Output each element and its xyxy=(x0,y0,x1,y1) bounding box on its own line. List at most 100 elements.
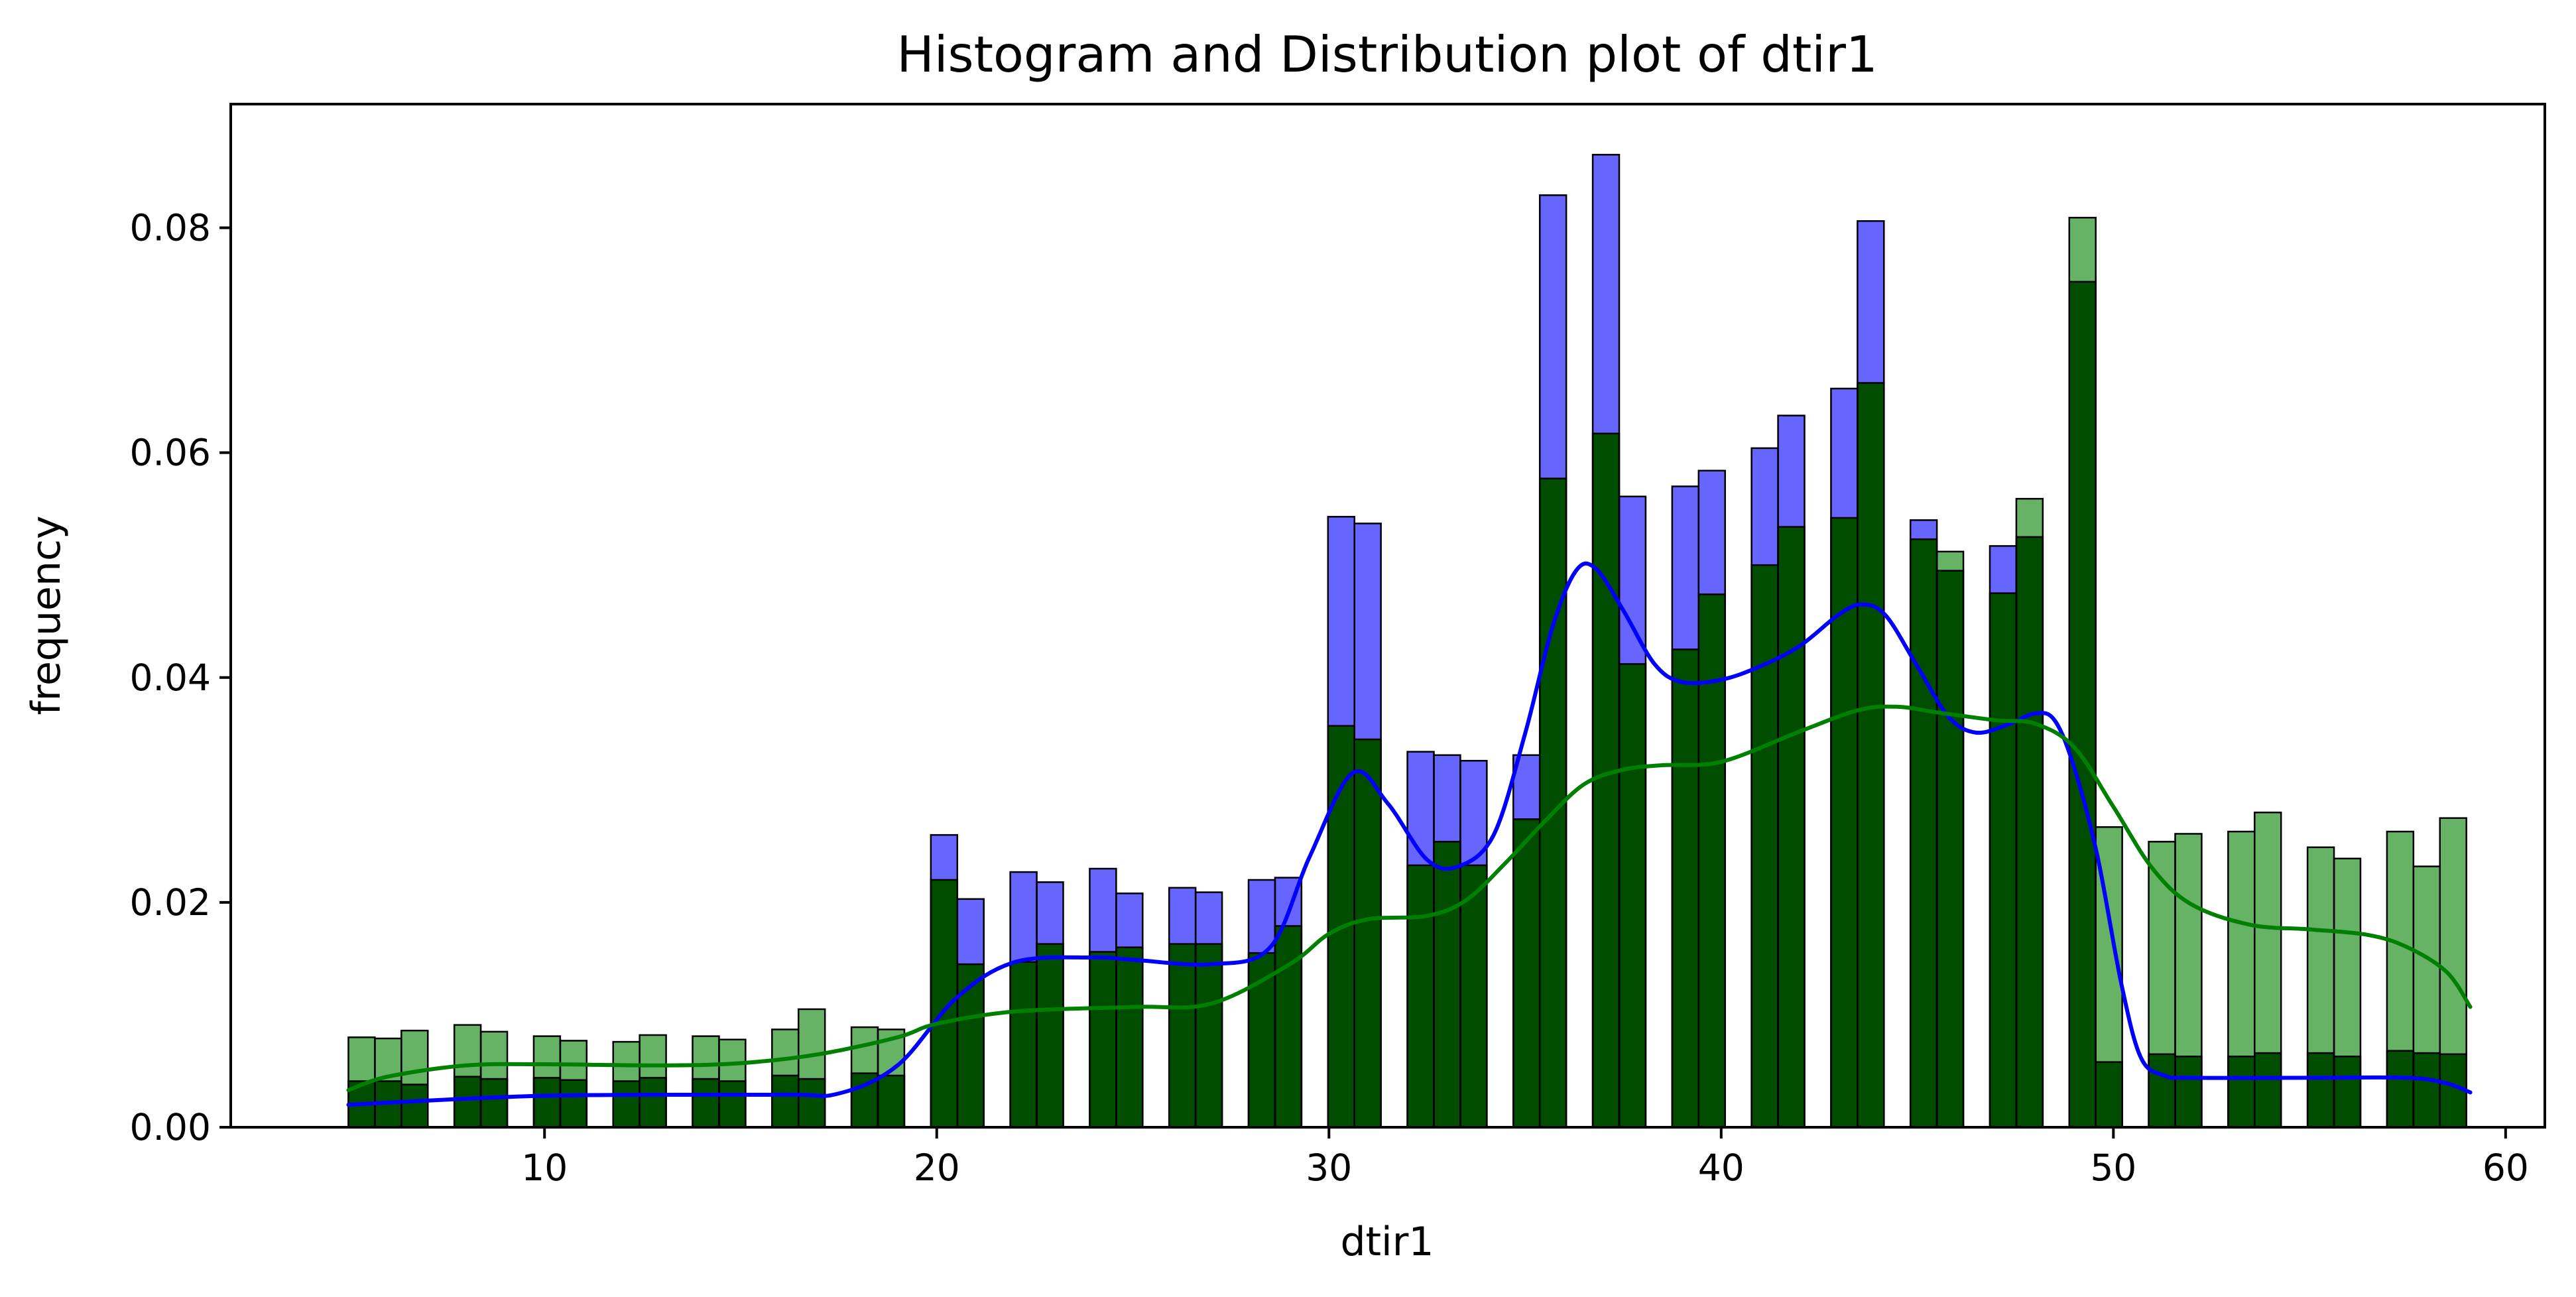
bar-overlap-segment xyxy=(2175,1056,2202,1127)
bar-overlap-segment xyxy=(401,1084,428,1127)
bar-top-segment xyxy=(1249,879,1275,954)
bar-overlap-segment xyxy=(2095,1062,2122,1127)
bar-top-segment xyxy=(1910,520,1937,540)
bar-overlap-segment xyxy=(719,1081,746,1127)
bar-overlap-segment xyxy=(533,1078,560,1127)
y-axis-label: frequency xyxy=(23,516,70,715)
bars-layer xyxy=(347,154,2467,1129)
bar-top-segment xyxy=(1540,195,1567,479)
bar-top-segment xyxy=(772,1029,799,1076)
bar-top-segment xyxy=(851,1027,879,1074)
bar-overlap-segment xyxy=(1989,593,2016,1127)
bar-overlap-segment xyxy=(1751,565,1778,1127)
bar-overlap-segment xyxy=(1460,865,1487,1127)
bar-top-segment xyxy=(1089,869,1117,952)
bar-top-segment xyxy=(639,1034,666,1078)
bar-top-segment xyxy=(2307,847,2335,1054)
bar-top-segment xyxy=(1751,448,1778,566)
bar-top-segment xyxy=(1116,893,1143,948)
y-tick-label: 0.04 xyxy=(130,656,211,699)
bar-top-segment xyxy=(930,835,957,880)
bar-top-segment xyxy=(957,898,984,965)
bar-overlap-segment xyxy=(2016,536,2043,1127)
x-tick-label: 40 xyxy=(1698,1146,1745,1189)
bar-top-segment xyxy=(2175,834,2202,1057)
bar-top-segment xyxy=(1778,415,1805,527)
bar-top-segment xyxy=(798,1009,826,1080)
plot-frame xyxy=(229,103,2546,1129)
bar-top-segment xyxy=(533,1036,560,1078)
bar-overlap-segment xyxy=(957,964,984,1127)
bar-overlap-segment xyxy=(1619,664,1646,1127)
bar-overlap-segment xyxy=(1036,944,1064,1127)
bar-overlap-segment xyxy=(692,1079,719,1127)
bar-overlap-segment xyxy=(2386,1050,2414,1127)
bar-top-segment xyxy=(2439,818,2467,1054)
bar-overlap-segment xyxy=(1513,819,1540,1127)
bar-overlap-segment xyxy=(481,1079,508,1127)
bar-top-segment xyxy=(1619,496,1646,664)
bar-overlap-segment xyxy=(613,1081,640,1127)
bar-top-segment xyxy=(2069,217,2096,282)
bar-top-segment xyxy=(2228,832,2255,1057)
bar-overlap-segment xyxy=(1407,865,1434,1127)
bar-overlap-segment xyxy=(878,1076,904,1127)
bar-top-segment xyxy=(1169,887,1196,944)
bar-overlap-segment xyxy=(930,879,957,1127)
bar-top-segment xyxy=(1672,486,1699,650)
bar-overlap-segment xyxy=(1089,952,1117,1127)
bar-top-segment xyxy=(1831,388,1858,518)
bar-top-segment xyxy=(1354,523,1381,740)
bar-top-segment xyxy=(1327,517,1355,726)
bar-overlap-segment xyxy=(560,1080,587,1127)
bar-top-segment xyxy=(692,1036,719,1080)
bar-top-segment xyxy=(1989,546,2016,593)
bar-top-segment xyxy=(481,1031,508,1080)
bar-overlap-segment xyxy=(798,1079,826,1127)
bar-top-segment xyxy=(1407,751,1434,865)
bar-overlap-segment xyxy=(1010,961,1037,1127)
bar-top-segment xyxy=(1460,761,1487,865)
bar-top-segment xyxy=(613,1042,640,1081)
bar-top-segment xyxy=(2148,841,2176,1054)
bar-overlap-segment xyxy=(639,1078,666,1127)
bar-overlap-segment xyxy=(1937,570,1964,1127)
kde-line-series-1 xyxy=(346,561,2473,1107)
bar-overlap-segment xyxy=(1593,433,1619,1128)
bar-overlap-segment xyxy=(1169,944,1196,1127)
bar-top-segment xyxy=(2254,812,2282,1054)
bar-overlap-segment xyxy=(1698,594,1725,1127)
bar-overlap-segment xyxy=(1116,947,1143,1127)
bar-top-segment xyxy=(560,1040,587,1080)
kde-line-series-2 xyxy=(346,704,2473,1093)
y-tick-label: 0.00 xyxy=(130,1106,211,1148)
bar-overlap-segment xyxy=(454,1076,481,1127)
bar-overlap-segment xyxy=(1434,841,1461,1127)
x-tick-label: 10 xyxy=(521,1146,568,1189)
y-axis-ticks: 0.00 0.02 0.04 0.06 0.08 xyxy=(130,207,231,1148)
x-tick-label: 50 xyxy=(2090,1146,2136,1189)
bar-overlap-segment xyxy=(2307,1053,2335,1127)
bar-overlap-segment xyxy=(1910,539,1937,1127)
bar-overlap-segment xyxy=(1274,926,1302,1127)
bar-overlap-segment xyxy=(2148,1054,2176,1127)
x-axis-ticks: 10 20 30 40 50 60 xyxy=(521,1127,2529,1189)
y-tick-label: 0.06 xyxy=(130,432,211,474)
bar-top-segment xyxy=(348,1037,375,1081)
bar-top-segment xyxy=(1010,872,1037,962)
bar-overlap-segment xyxy=(772,1076,799,1127)
bar-overlap-segment xyxy=(1354,739,1381,1127)
y-tick-label: 0.02 xyxy=(130,881,211,924)
bar-overlap-segment xyxy=(2069,281,2096,1127)
bar-top-segment xyxy=(719,1039,746,1081)
bar-overlap-segment xyxy=(2413,1053,2440,1127)
bar-top-segment xyxy=(1937,551,1964,571)
bar-top-segment xyxy=(1593,154,1619,434)
kde-layer xyxy=(346,561,2473,1107)
bar-top-segment xyxy=(454,1024,481,1077)
chart-title: Histogram and Distribution plot of dtir1 xyxy=(896,25,1877,84)
bar-top-segment xyxy=(2334,858,2361,1057)
bar-overlap-segment xyxy=(2334,1056,2361,1127)
bar-top-segment xyxy=(1857,221,1884,383)
